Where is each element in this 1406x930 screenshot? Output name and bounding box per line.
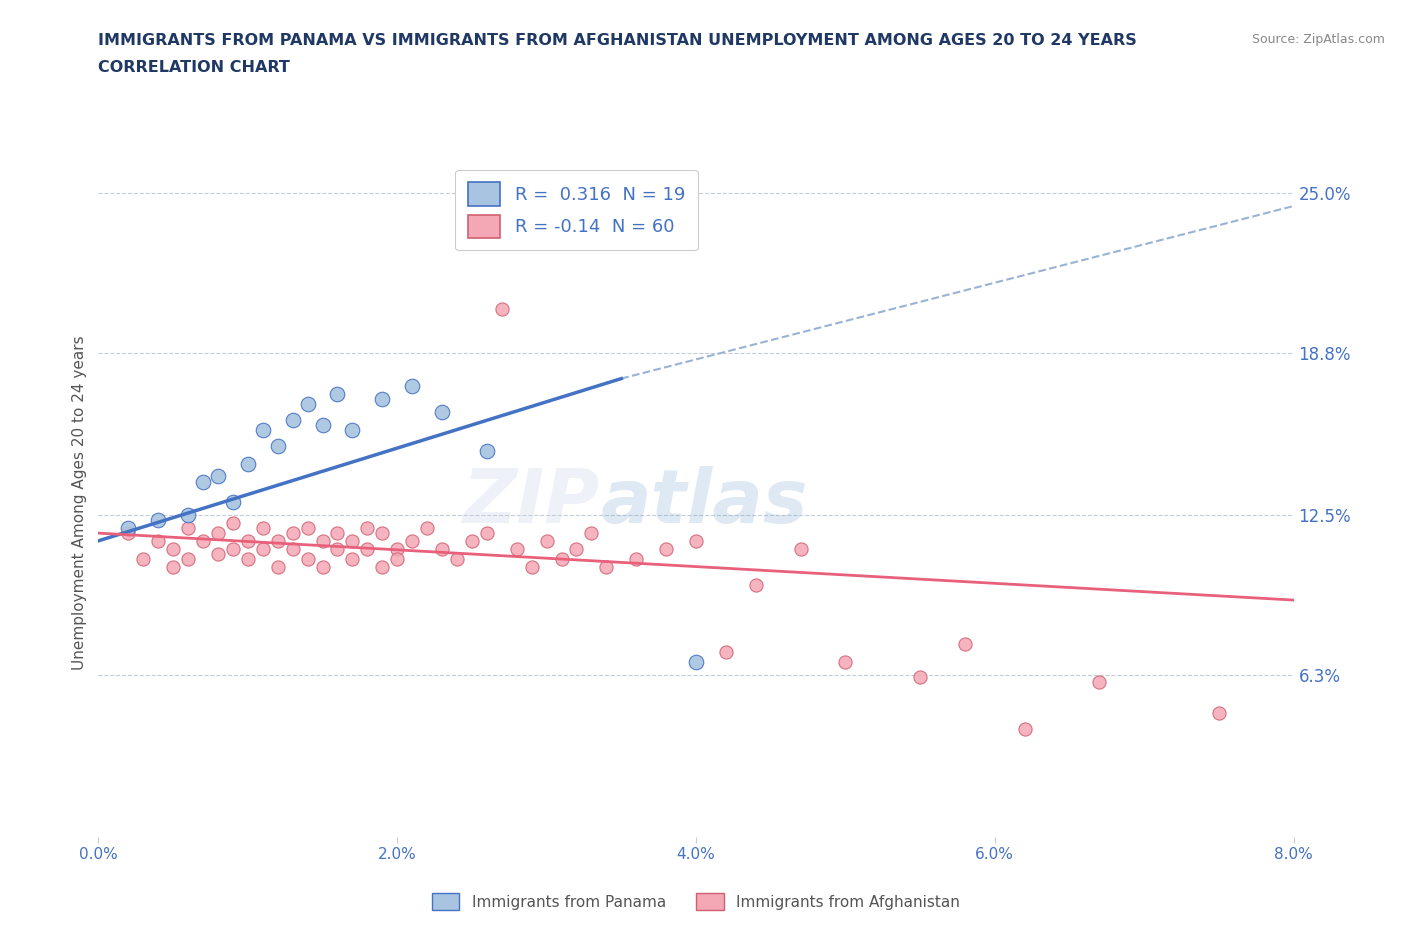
Point: [506, 541, 529, 556]
Point: [267, 559, 290, 574]
Text: CORRELATION CHART: CORRELATION CHART: [98, 60, 290, 75]
Text: ZIP: ZIP: [463, 466, 600, 538]
Point: [342, 422, 364, 437]
Point: [311, 559, 333, 574]
Point: [371, 559, 394, 574]
Point: [1208, 706, 1230, 721]
Point: [236, 551, 259, 566]
Point: [267, 438, 290, 453]
Point: [222, 541, 245, 556]
Point: [281, 412, 304, 427]
Point: [385, 551, 409, 566]
Point: [311, 418, 333, 432]
Point: [356, 541, 378, 556]
Point: [267, 534, 290, 549]
Point: [222, 495, 245, 510]
Y-axis label: Unemployment Among Ages 20 to 24 years: Unemployment Among Ages 20 to 24 years: [72, 335, 87, 670]
Point: [162, 559, 184, 574]
Point: [953, 636, 976, 651]
Point: [252, 422, 274, 437]
Point: [385, 541, 409, 556]
Point: [475, 525, 498, 540]
Point: [207, 546, 229, 561]
Point: [550, 551, 572, 566]
Point: [624, 551, 647, 566]
Point: [714, 644, 737, 659]
Point: [475, 444, 498, 458]
Point: [207, 525, 229, 540]
Point: [326, 541, 349, 556]
Point: [297, 551, 319, 566]
Point: [326, 525, 349, 540]
Point: [491, 301, 513, 316]
Point: [297, 521, 319, 536]
Point: [685, 534, 707, 549]
Point: [401, 379, 423, 393]
Point: [745, 578, 768, 592]
Legend: Immigrants from Panama, Immigrants from Afghanistan: Immigrants from Panama, Immigrants from …: [426, 886, 966, 916]
Point: [342, 551, 364, 566]
Point: [565, 541, 588, 556]
Point: [685, 655, 707, 670]
Point: [117, 521, 139, 536]
Point: [191, 534, 214, 549]
Point: [148, 512, 170, 527]
Point: [581, 525, 603, 540]
Point: [252, 521, 274, 536]
Text: atlas: atlas: [600, 466, 808, 538]
Point: [1088, 675, 1111, 690]
Point: [655, 541, 678, 556]
Point: [222, 515, 245, 530]
Point: [207, 469, 229, 484]
Point: [908, 670, 931, 684]
Point: [236, 456, 259, 471]
Point: [281, 525, 304, 540]
Point: [177, 508, 200, 523]
Point: [342, 534, 364, 549]
Point: [326, 387, 349, 402]
Point: [595, 559, 617, 574]
Point: [177, 551, 200, 566]
Point: [401, 534, 423, 549]
Point: [236, 534, 259, 549]
Point: [191, 474, 214, 489]
Point: [461, 534, 484, 549]
Point: [148, 534, 170, 549]
Point: [252, 541, 274, 556]
Point: [1014, 722, 1036, 737]
Point: [177, 521, 200, 536]
Point: [297, 397, 319, 412]
Point: [356, 521, 378, 536]
Point: [416, 521, 439, 536]
Point: [536, 534, 558, 549]
Text: IMMIGRANTS FROM PANAMA VS IMMIGRANTS FROM AFGHANISTAN UNEMPLOYMENT AMONG AGES 20: IMMIGRANTS FROM PANAMA VS IMMIGRANTS FRO…: [98, 33, 1137, 47]
Point: [430, 405, 453, 419]
Point: [371, 525, 394, 540]
Point: [446, 551, 468, 566]
Point: [162, 541, 184, 556]
Point: [520, 559, 543, 574]
Point: [311, 534, 333, 549]
Point: [834, 655, 856, 670]
Text: Source: ZipAtlas.com: Source: ZipAtlas.com: [1251, 33, 1385, 46]
Point: [281, 541, 304, 556]
Point: [371, 392, 394, 406]
Point: [789, 541, 811, 556]
Point: [117, 525, 139, 540]
Point: [430, 541, 453, 556]
Point: [132, 551, 155, 566]
